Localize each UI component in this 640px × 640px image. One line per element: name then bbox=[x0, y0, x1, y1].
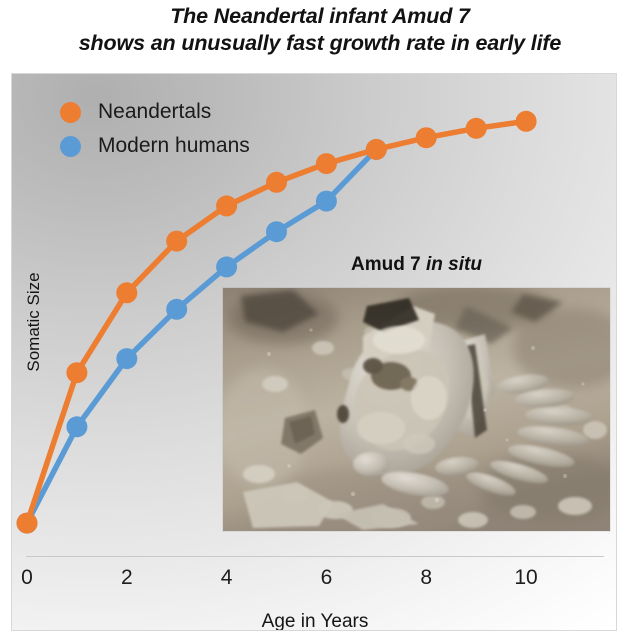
data-point[interactable] bbox=[365, 138, 387, 160]
legend-label-modern-humans: Modern humans bbox=[98, 134, 250, 157]
data-point[interactable] bbox=[66, 416, 88, 438]
data-point[interactable] bbox=[266, 171, 287, 193]
y-axis-title: Somatic Size bbox=[24, 272, 43, 372]
data-point[interactable] bbox=[266, 221, 287, 243]
data-point[interactable] bbox=[216, 195, 238, 217]
data-point[interactable] bbox=[315, 153, 337, 175]
x-tick-2: 2 bbox=[120, 566, 133, 589]
series-neandertals bbox=[16, 110, 537, 534]
blue-dot-icon bbox=[60, 135, 81, 157]
data-point[interactable] bbox=[166, 298, 188, 320]
amud7-excavation-photo bbox=[223, 288, 610, 531]
data-point[interactable] bbox=[415, 127, 437, 149]
x-axis-title: Age in Years bbox=[261, 611, 369, 631]
page-title: The Neandertal infant Amud 7 shows an un… bbox=[0, 3, 640, 57]
title-line-2: shows an unusually fast growth rate in e… bbox=[78, 31, 562, 55]
x-tick-0: 0 bbox=[21, 566, 33, 589]
data-point[interactable] bbox=[166, 230, 188, 252]
data-point[interactable] bbox=[116, 348, 138, 370]
data-point[interactable] bbox=[66, 362, 88, 384]
inset-figure: Amud 7 in situ bbox=[223, 254, 610, 531]
x-tick-6: 6 bbox=[320, 566, 333, 589]
x-tick-4: 4 bbox=[220, 566, 233, 589]
legend-item-modern-humans: Modern humans bbox=[60, 129, 250, 163]
x-tick-10: 10 bbox=[514, 566, 538, 589]
photo-graphic bbox=[223, 288, 610, 531]
x-tick-8: 8 bbox=[420, 566, 433, 589]
growth-curve-chart bbox=[16, 110, 537, 534]
legend-item-neandertals: Neandertals bbox=[60, 95, 250, 129]
chart-legend: Neandertals Modern humans bbox=[60, 95, 250, 163]
title-line-1: The Neandertal infant Amud 7 bbox=[170, 4, 470, 28]
data-point[interactable] bbox=[16, 512, 38, 534]
inset-caption-italic: in situ bbox=[426, 254, 482, 275]
orange-dot-icon bbox=[60, 101, 81, 123]
data-point[interactable] bbox=[216, 256, 238, 278]
data-point[interactable] bbox=[315, 190, 337, 212]
data-point[interactable] bbox=[116, 282, 138, 304]
data-point[interactable] bbox=[465, 117, 487, 139]
inset-caption-main: Amud 7 bbox=[351, 254, 426, 275]
legend-label-neandertals: Neandertals bbox=[98, 100, 212, 123]
x-axis-line bbox=[26, 556, 604, 557]
data-point[interactable] bbox=[515, 110, 537, 132]
plot-area: Neandertals Modern humans Amud 7 in situ bbox=[11, 73, 617, 631]
inset-caption: Amud 7 in situ bbox=[223, 254, 610, 280]
